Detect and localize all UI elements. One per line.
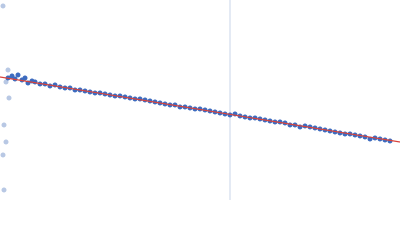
data-point <box>1 187 7 193</box>
data-point <box>15 72 21 78</box>
data-point <box>5 67 11 73</box>
data-point <box>0 152 6 158</box>
data-point <box>0 3 6 9</box>
data-point <box>3 79 9 85</box>
data-point <box>6 95 12 101</box>
page: {"chart_data": {"type": "scatter", "xlim… <box>0 0 400 200</box>
chart <box>0 0 400 200</box>
fit-line <box>0 76 400 143</box>
data-point <box>1 122 7 128</box>
data-point <box>22 75 28 81</box>
data-point <box>3 139 9 145</box>
